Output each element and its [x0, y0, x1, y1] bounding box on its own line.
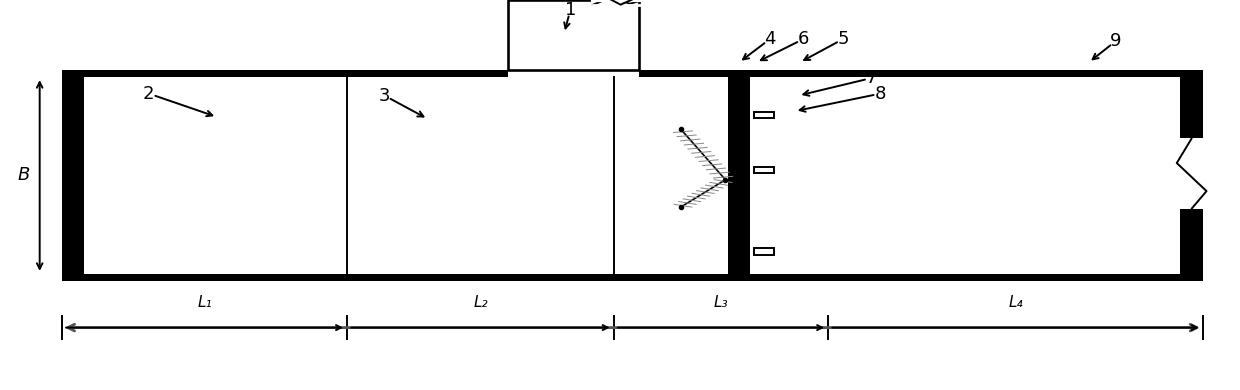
- Bar: [62, 70, 508, 77]
- Bar: [508, 0, 639, 70]
- Bar: [62, 274, 1203, 281]
- Bar: [754, 112, 774, 118]
- Text: 7: 7: [866, 69, 878, 87]
- Bar: [754, 248, 774, 255]
- Bar: [754, 167, 774, 173]
- Text: 9: 9: [1110, 32, 1122, 50]
- Text: 6: 6: [797, 30, 810, 48]
- Text: L₃: L₃: [714, 295, 728, 310]
- Text: 1: 1: [564, 1, 577, 19]
- Bar: [639, 70, 1203, 77]
- Text: 2: 2: [143, 85, 155, 103]
- Text: 3: 3: [378, 87, 391, 105]
- Text: L₁: L₁: [197, 295, 212, 310]
- Bar: [728, 70, 750, 274]
- Text: 5: 5: [837, 30, 849, 48]
- Text: 8: 8: [874, 85, 887, 103]
- Bar: [1180, 209, 1203, 281]
- Bar: [1180, 70, 1203, 138]
- Text: L₄: L₄: [1008, 295, 1023, 310]
- Text: 4: 4: [764, 30, 776, 48]
- Bar: [62, 70, 84, 281]
- Text: L₂: L₂: [474, 295, 487, 310]
- Text: B: B: [17, 167, 30, 184]
